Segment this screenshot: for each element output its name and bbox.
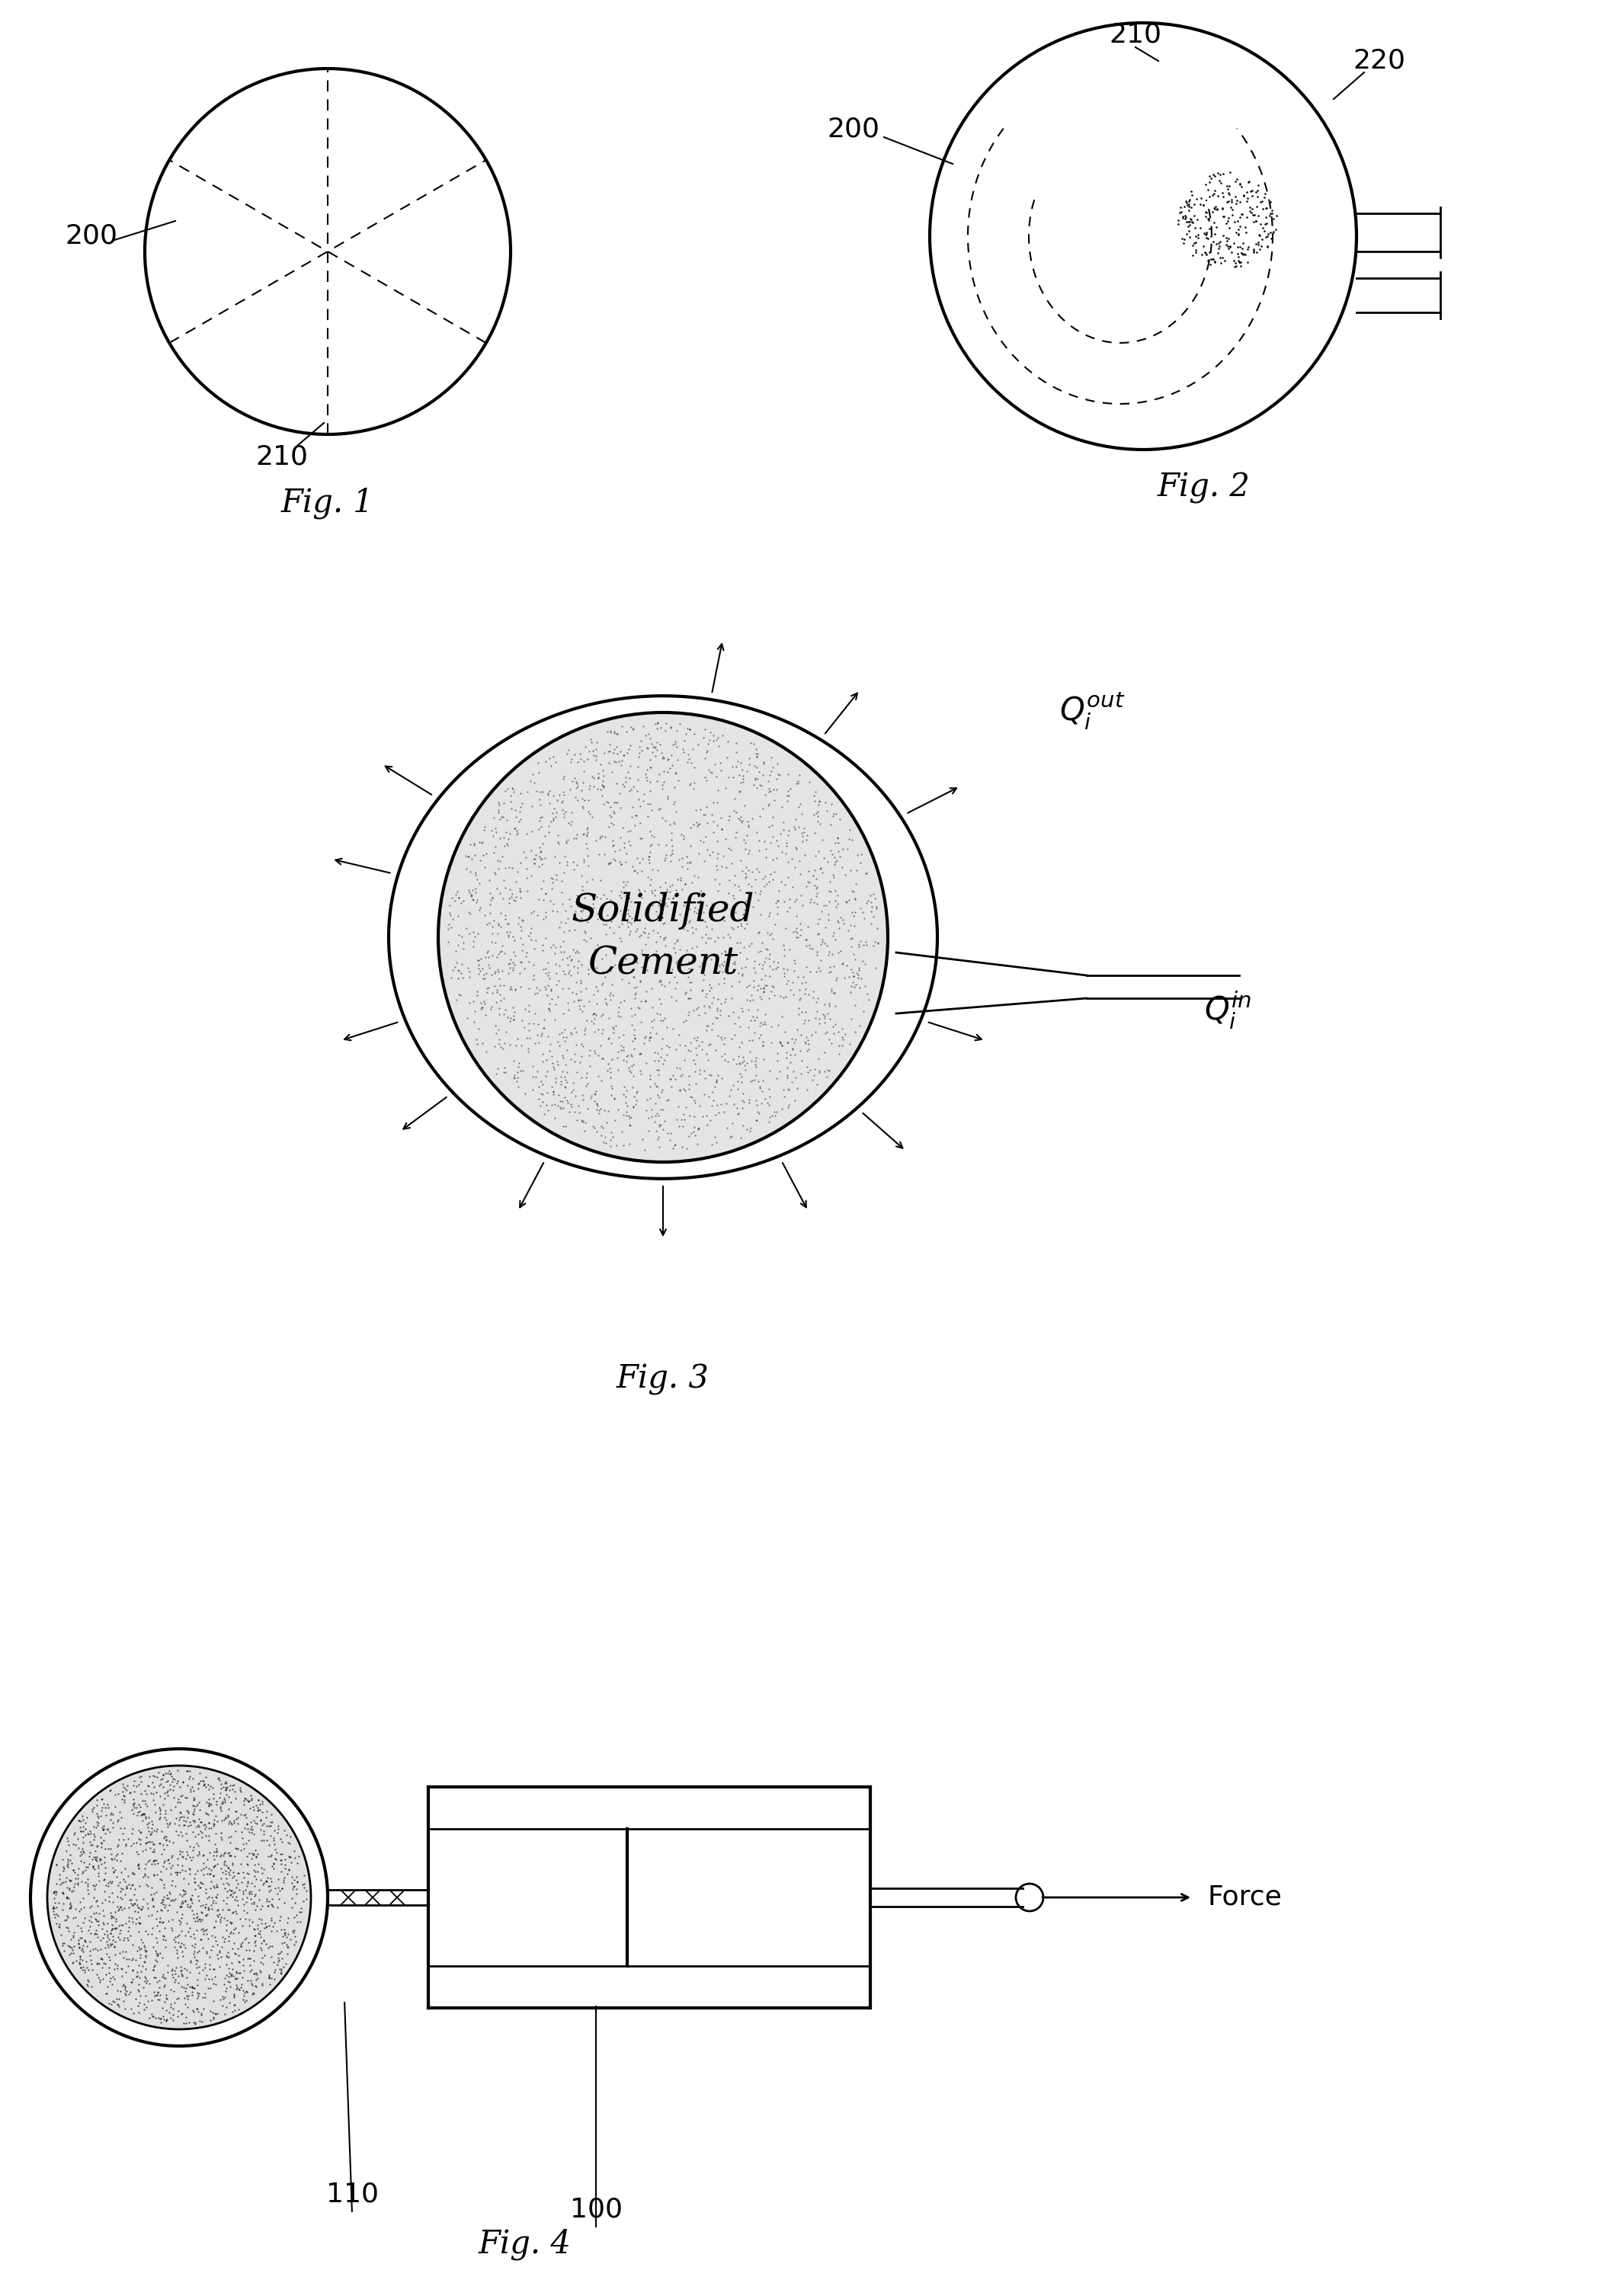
- Text: 200: 200: [827, 116, 880, 142]
- Text: $Q_i^{in}$: $Q_i^{in}$: [1203, 989, 1252, 1032]
- Text: Force: Force: [1208, 1883, 1283, 1911]
- Text: Fig. 3: Fig. 3: [617, 1363, 710, 1395]
- Text: 100: 100: [570, 2196, 622, 2224]
- Text: 210: 210: [255, 445, 309, 470]
- Text: Fig. 1: Fig. 1: [281, 486, 374, 518]
- Text: 200: 200: [65, 224, 119, 249]
- Circle shape: [47, 1765, 310, 2030]
- Text: 210: 210: [1109, 21, 1161, 48]
- Text: $Q_i^{out}$: $Q_i^{out}$: [1059, 689, 1125, 731]
- Text: Fig. 2: Fig. 2: [1158, 473, 1250, 505]
- Text: Fig. 4: Fig. 4: [477, 2228, 572, 2260]
- Text: 110: 110: [326, 2183, 378, 2208]
- Circle shape: [438, 712, 888, 1162]
- Text: 220: 220: [1353, 48, 1406, 73]
- Text: Solidified: Solidified: [572, 893, 755, 929]
- Text: Cement: Cement: [588, 945, 739, 982]
